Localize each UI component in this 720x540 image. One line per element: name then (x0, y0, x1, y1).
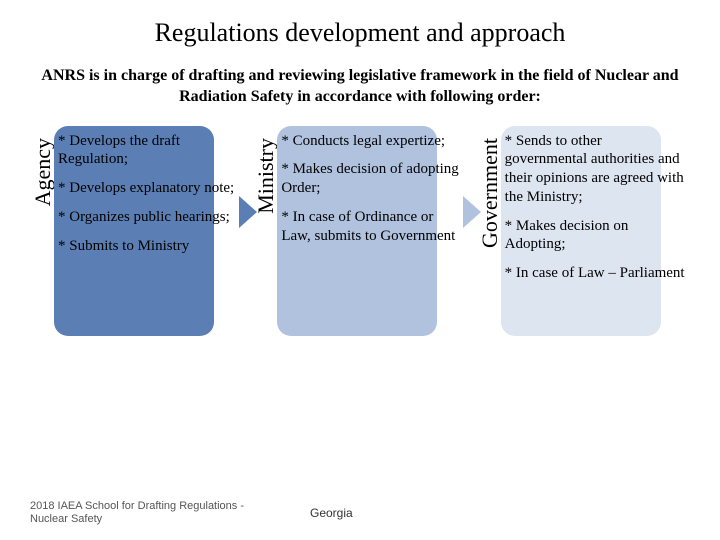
column-items-government: * Sends to other governmental authoritie… (501, 126, 690, 283)
list-item: * Develops explanatory note; (58, 179, 239, 198)
footer: 2018 IAEA School for Drafting Regulation… (30, 500, 690, 526)
list-item: * In case of Law – Parliament (505, 264, 686, 283)
list-item: * Organizes public hearings; (58, 208, 239, 227)
column-body-ministry: * Conducts legal expertize; * Makes deci… (277, 126, 466, 293)
column-ministry: Ministry * Conducts legal expertize; * M… (253, 126, 466, 293)
page-subtitle: ANRS is in charge of drafting and review… (0, 48, 720, 108)
list-item: * In case of Ordinance or Law, submits t… (281, 208, 462, 246)
column-items-ministry: * Conducts legal expertize; * Makes deci… (277, 126, 466, 246)
list-item: * Conducts legal expertize; (281, 132, 462, 151)
column-government: Government * Sends to other governmental… (477, 126, 690, 293)
arrow-icon (463, 196, 481, 228)
column-items-agency: * Develops the draft Regulation; * Devel… (54, 126, 243, 256)
list-item: * Sends to other governmental authoritie… (505, 132, 686, 207)
column-body-agency: * Develops the draft Regulation; * Devel… (54, 126, 243, 293)
list-item: * Makes decision on Adopting; (505, 217, 686, 255)
footer-center-text: Georgia (270, 506, 690, 520)
column-agency: Agency * Develops the draft Regulation; … (30, 126, 243, 293)
column-label-government: Government (477, 134, 503, 252)
footer-left-text: 2018 IAEA School for Drafting Regulation… (30, 500, 270, 526)
list-item: * Makes decision of adopting Order; (281, 160, 462, 198)
process-columns: Agency * Develops the draft Regulation; … (0, 108, 720, 293)
page-title: Regulations development and approach (0, 0, 720, 48)
arrow-icon (239, 196, 257, 228)
list-item: * Develops the draft Regulation; (58, 132, 239, 170)
column-label-agency: Agency (30, 134, 56, 210)
list-item: * Submits to Ministry (58, 237, 239, 256)
column-body-government: * Sends to other governmental authoritie… (501, 126, 690, 293)
